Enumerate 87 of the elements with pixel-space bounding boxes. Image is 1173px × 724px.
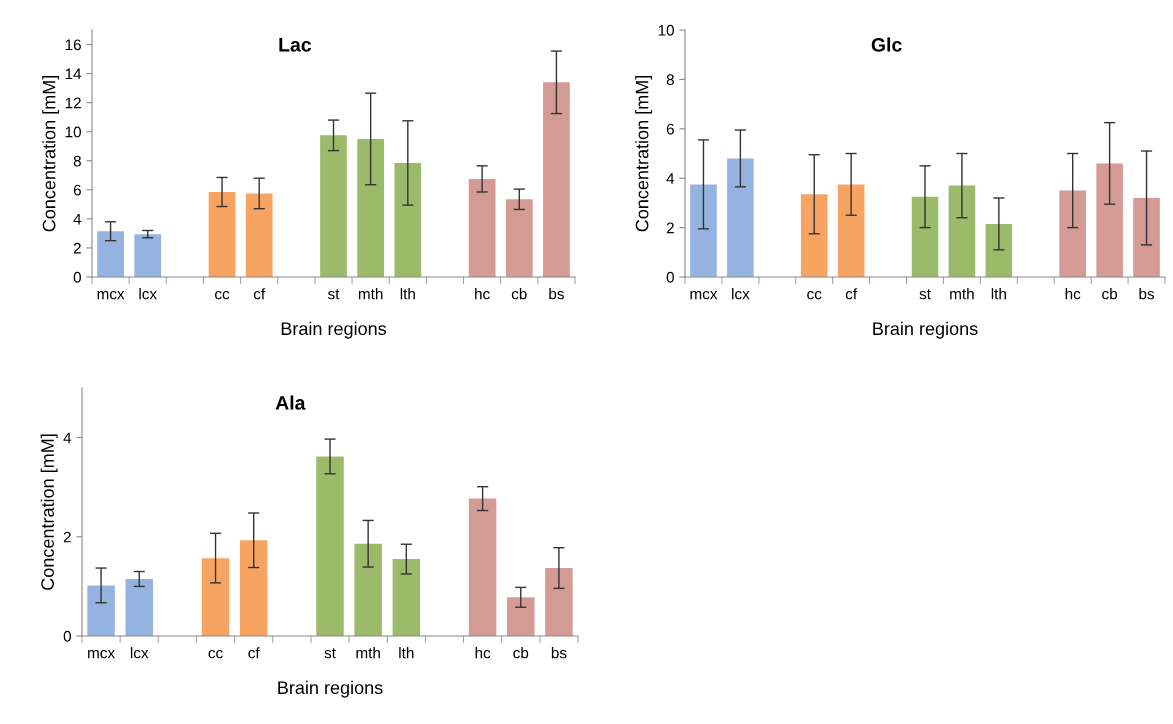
bar bbox=[800, 194, 828, 277]
bar bbox=[468, 178, 496, 277]
chart-title: Lac bbox=[279, 38, 312, 52]
x-tick-label: bs bbox=[549, 288, 564, 300]
y-axis-title: Concentration [mM] bbox=[42, 76, 60, 232]
bar bbox=[837, 184, 865, 277]
x-tick-label: lth bbox=[991, 288, 1006, 300]
x-tick-label: cb bbox=[1102, 288, 1118, 300]
y-tick-label: 8 bbox=[666, 74, 674, 86]
x-axis-title: Brain regions bbox=[281, 321, 387, 339]
x-tick-label: cf bbox=[253, 288, 266, 300]
y-axis-title: Concentration [mM] bbox=[635, 76, 653, 232]
bar bbox=[97, 231, 124, 277]
bar bbox=[507, 597, 535, 636]
bar bbox=[87, 585, 115, 636]
x-tick-label: lcx bbox=[139, 288, 157, 300]
x-tick-label: hc bbox=[475, 288, 490, 300]
y-tick-label: 2 bbox=[73, 242, 81, 254]
chart-title: Glc bbox=[871, 37, 902, 52]
x-tick-label: cf bbox=[845, 288, 858, 300]
x-tick-label: lth bbox=[400, 288, 415, 300]
bar bbox=[134, 234, 162, 277]
bar bbox=[316, 456, 344, 636]
x-tick-label: lcx bbox=[732, 288, 750, 300]
x-tick-label: cc bbox=[208, 649, 223, 659]
x-tick-label: hc bbox=[1065, 288, 1081, 300]
bar bbox=[727, 158, 754, 277]
x-tick-label: st bbox=[324, 648, 336, 659]
x-axis-title: Brain regions bbox=[873, 321, 978, 339]
x-tick-label: cf bbox=[248, 647, 260, 659]
bar bbox=[911, 196, 939, 277]
bar bbox=[239, 540, 268, 636]
y-tick-label: 8 bbox=[73, 155, 81, 167]
y-tick-label: 2 bbox=[63, 531, 71, 543]
bar bbox=[354, 543, 382, 636]
bar bbox=[543, 82, 570, 277]
x-tick-label: mcx bbox=[690, 290, 718, 300]
y-tick-label: 10 bbox=[658, 24, 674, 36]
y-tick-label: 14 bbox=[65, 68, 82, 80]
bar bbox=[1096, 163, 1123, 277]
bar bbox=[394, 162, 422, 277]
x-tick-label: cc bbox=[807, 290, 822, 300]
x-tick-label: lth bbox=[399, 647, 414, 659]
bar bbox=[948, 185, 976, 277]
y-tick-label: 6 bbox=[73, 184, 81, 196]
x-tick-label: cc bbox=[215, 290, 230, 300]
y-axis-title: Concentration [mM] bbox=[40, 434, 58, 590]
y-tick-label: 10 bbox=[65, 126, 81, 138]
y-tick-label: 0 bbox=[73, 271, 81, 283]
bar bbox=[1059, 190, 1086, 277]
bar bbox=[392, 559, 421, 636]
y-tick-label: 4 bbox=[63, 432, 72, 444]
x-tick-label: mcx bbox=[97, 290, 125, 300]
bar bbox=[468, 498, 497, 636]
x-tick-label: lcx bbox=[130, 647, 149, 659]
y-tick-label: 4 bbox=[666, 173, 675, 184]
x-tick-label: cb bbox=[511, 288, 527, 300]
x-tick-label: hc bbox=[475, 647, 491, 659]
x-axis-title: Brain regions bbox=[278, 680, 383, 698]
bar bbox=[545, 568, 573, 636]
bar bbox=[985, 223, 1013, 277]
y-tick-label: 6 bbox=[666, 123, 674, 135]
y-tick-label: 16 bbox=[65, 39, 81, 51]
chart-title: Ala bbox=[275, 395, 306, 410]
y-tick-label: 4 bbox=[73, 213, 82, 225]
x-tick-label: mth bbox=[356, 647, 380, 659]
bar bbox=[320, 135, 347, 277]
x-tick-label: st bbox=[327, 289, 340, 300]
bar bbox=[1133, 197, 1160, 277]
bar bbox=[245, 193, 273, 277]
x-tick-label: bs bbox=[551, 647, 567, 659]
x-tick-label: cb bbox=[513, 647, 529, 659]
x-tick-label: mth bbox=[358, 288, 383, 300]
bar bbox=[357, 138, 385, 277]
x-tick-label: st bbox=[919, 289, 931, 300]
y-tick-label: 12 bbox=[65, 97, 81, 109]
bar bbox=[690, 184, 717, 277]
bar bbox=[505, 199, 533, 277]
bar bbox=[125, 578, 153, 636]
y-tick-label: 2 bbox=[666, 222, 674, 234]
y-tick-label: 0 bbox=[63, 630, 71, 642]
x-tick-label: mcx bbox=[88, 649, 115, 659]
bar bbox=[201, 558, 230, 636]
x-tick-label: mth bbox=[950, 288, 974, 300]
x-tick-label: bs bbox=[1139, 288, 1155, 300]
y-tick-label: 0 bbox=[666, 271, 674, 283]
bar bbox=[208, 192, 236, 277]
